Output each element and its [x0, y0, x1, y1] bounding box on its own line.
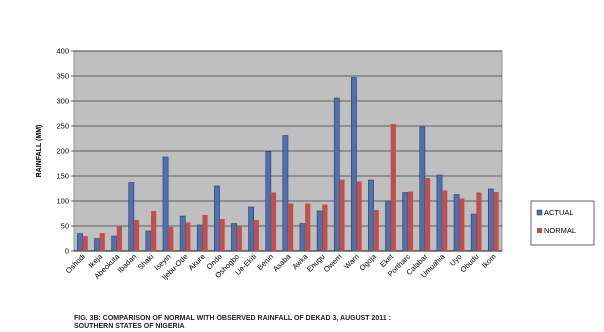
bar-normal-akure	[202, 215, 208, 251]
x-tick-label: Ikom	[480, 252, 498, 270]
bar-normal-uyo	[459, 198, 465, 251]
bar-normal-calabar	[424, 178, 431, 251]
bar-normal-awka	[305, 203, 311, 251]
x-tick-label: Obudu	[458, 252, 480, 274]
bar-actual-owerri	[333, 97, 340, 252]
bar-actual-enugu	[316, 210, 323, 252]
bar-actual-asaba	[282, 135, 289, 252]
bar-actual-umuahia	[436, 174, 443, 252]
bar-actual-oshodi	[77, 233, 83, 252]
bar-actual-awka	[299, 223, 306, 252]
bar-normal-warri	[356, 181, 362, 251]
bar-actual-calabar	[419, 126, 426, 252]
bar-normal-ondo	[219, 219, 225, 251]
bar-normal-ogoja	[373, 210, 379, 251]
bar-normal-abeokuta	[116, 226, 122, 251]
bar-actual-warri	[351, 77, 357, 252]
y-tick-labels: 0 50 100 150 200 250 300 350 400	[56, 47, 69, 256]
legend-box	[530, 200, 595, 246]
bar-normal-eket	[390, 124, 396, 251]
y-axis-label: RAINFALL (MM)	[36, 125, 43, 178]
bar-normal-enugu	[322, 204, 328, 251]
bar-actual-uyo	[453, 194, 460, 252]
bar-normal-benin	[270, 192, 277, 251]
bar-actual-shaki	[145, 230, 152, 252]
x-tick-label: Shaki	[136, 252, 156, 272]
bar-actual-ue-ekiti	[248, 206, 255, 252]
bar-normal-ue-ekiti	[253, 220, 259, 251]
legend: ACTUAL NORMAL	[530, 200, 595, 246]
bar-normal-oshodi	[82, 236, 88, 251]
bar-actual-ikom	[487, 188, 494, 252]
y-tick-label: 250	[56, 122, 69, 131]
y-tick-label: 350	[56, 72, 69, 81]
bar-actual-akure	[196, 224, 203, 252]
figure-caption: FIG. 3B: COMPARISON OF NORMAL WITH OBSER…	[74, 315, 554, 331]
bar-actual-ikeja	[94, 238, 100, 252]
bar-actual-iseyin	[162, 156, 169, 252]
x-tick-label: Akure	[187, 252, 207, 272]
y-tick-label: 150	[56, 172, 69, 181]
bar-normal-obudu	[476, 192, 482, 251]
bar-normal-ikeja	[99, 233, 105, 251]
chart-title: FIG. 3B: COMPARISON OF NORMAL WITH OBSER…	[74, 315, 391, 322]
bar-normal-ibadan	[133, 220, 140, 251]
y-tick-label: 50	[61, 222, 69, 231]
bar-actual-ondo	[214, 185, 220, 252]
y-tick-label: 300	[56, 97, 69, 106]
bar-actual-oshogbo	[231, 223, 237, 252]
bar-normal-portharc	[407, 191, 414, 251]
bar-normal-asaba	[288, 203, 294, 251]
y-tick-label: 400	[56, 47, 69, 56]
bars	[77, 77, 499, 252]
bar-normal-shaki	[151, 211, 157, 251]
bar-normal-umuahia	[442, 190, 448, 251]
bar-actual-ijebu-ode	[179, 215, 186, 252]
x-tick-label: Asaba	[271, 251, 293, 273]
bar-actual-benin	[265, 151, 272, 252]
chart-subtitle: SOUTHERN STATES OF NIGERIA	[74, 323, 185, 330]
bar-actual-ogoja	[368, 179, 374, 252]
x-tick-label: Owerri	[322, 252, 344, 274]
y-tick-label: 0	[65, 247, 69, 256]
bar-normal-iseyin	[168, 227, 174, 251]
legend-swatch-normal	[537, 228, 542, 233]
bar-normal-ikom	[493, 192, 499, 251]
bar-normal-ijebu-ode	[185, 222, 191, 251]
bar-normal-oshogbo	[236, 226, 242, 251]
bar-actual-ibadan	[128, 182, 135, 252]
x-tick-label: Ibadan	[116, 252, 139, 275]
legend-label-actual: ACTUAL	[544, 208, 574, 217]
bar-actual-abeokuta	[111, 235, 118, 252]
legend-label-normal: NORMAL	[544, 226, 576, 235]
y-tick-label: 200	[56, 147, 69, 156]
y-tick-label: 100	[56, 197, 69, 206]
bar-actual-eket	[385, 200, 391, 252]
x-tick-label: Ogoja	[357, 251, 378, 272]
x-tick-labels: Oshodi IkejaAbeokutaIbadanShakiIseyinIjeb…	[64, 251, 498, 281]
bar-actual-obudu	[470, 213, 477, 252]
legend-swatch-actual	[536, 209, 543, 216]
bar-actual-portharc	[402, 192, 409, 252]
bar-normal-owerri	[339, 179, 345, 251]
